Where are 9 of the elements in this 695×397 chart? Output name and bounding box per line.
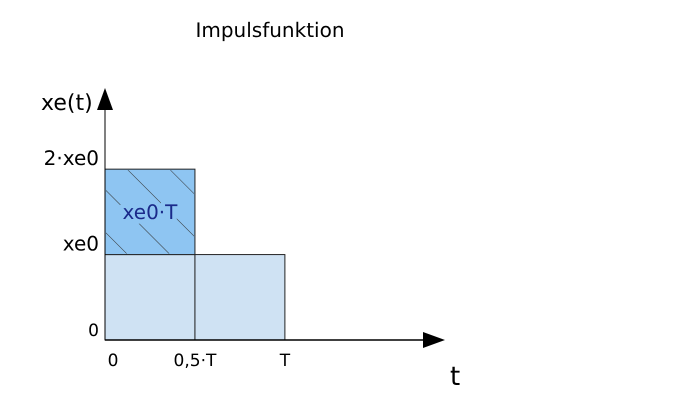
text: 0 [88, 321, 99, 341]
x-tick-label: 0 [108, 351, 118, 371]
x-tick-label: T [278, 351, 291, 371]
x-tick-label: 0,5·T [174, 351, 217, 371]
text: 2·xe0 [44, 146, 99, 170]
y-axis-title: xe(t) [41, 91, 93, 116]
chart-title: Impulsfunktion [195, 18, 345, 42]
text: xe0 [62, 232, 99, 256]
x-axis-title: t [450, 362, 460, 392]
